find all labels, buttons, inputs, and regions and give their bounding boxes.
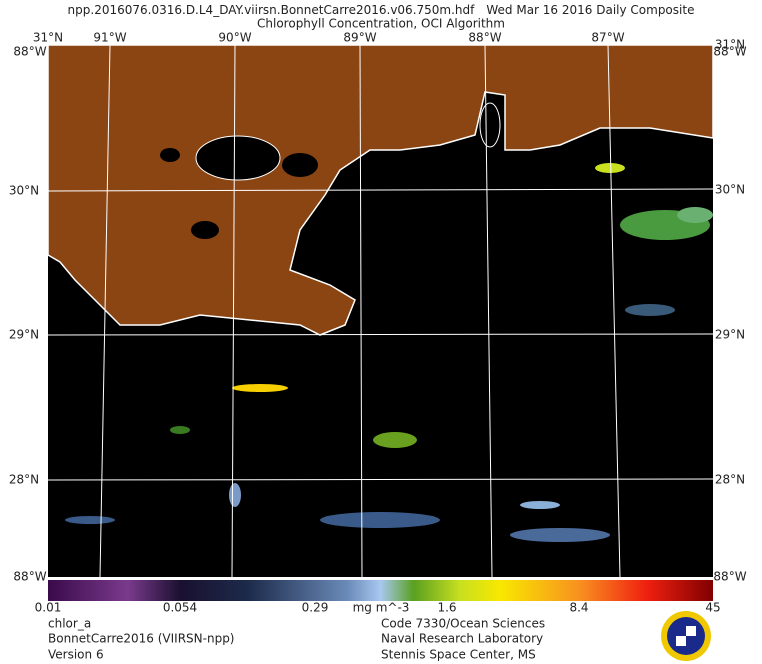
title: npp.2016076.0316.D.L4_DAY.viirsn.BonnetC… xyxy=(68,3,695,17)
colorbar-label: 0.054 xyxy=(163,601,197,615)
lon-label: 89°W xyxy=(343,31,376,45)
lat-label: 28°N xyxy=(9,473,39,487)
lat-label: 29°N xyxy=(9,328,39,342)
map xyxy=(47,44,714,578)
corner-label: 88°W xyxy=(713,570,746,584)
footer-text: chlor_a xyxy=(48,617,91,631)
footer-text: Code 7330/Ocean Sciences xyxy=(381,617,545,631)
footer-text: BonnetCarre2016 (VIIRSN-npp) xyxy=(48,632,235,646)
map-labels: 31°N 91°W 90°W 89°W 88°W 87°W 31°N 88°W … xyxy=(9,31,747,584)
colorbar-label: 8.4 xyxy=(569,601,588,615)
footer-text: Stennis Space Center, MS xyxy=(381,648,536,662)
lon-label: 87°W xyxy=(591,31,624,45)
subtitle: Chlorophyll Concentration, OCI Algorithm xyxy=(257,17,505,31)
lon-label: 90°W xyxy=(218,31,251,45)
footer-text: Version 6 xyxy=(48,648,104,662)
chlorophyll-patches xyxy=(65,163,713,542)
lat-label: 30°N xyxy=(9,184,39,198)
corner-label: 88°W xyxy=(13,45,46,59)
corner-label: 88°W xyxy=(713,45,746,59)
lat-label: 29°N xyxy=(715,328,745,342)
lon-label: 88°W xyxy=(468,31,501,45)
graticule xyxy=(47,44,714,578)
colorbar-label: 0.01 xyxy=(35,601,62,615)
lon-label: 91°W xyxy=(93,31,126,45)
logo xyxy=(661,611,711,661)
lat-label: 31°N xyxy=(715,38,745,52)
colorbar-labels: 0.01 0.054 0.29 mg m^-3 1.6 8.4 45 xyxy=(35,601,721,615)
corner-label: 88°W xyxy=(13,570,46,584)
colorbar-label: 0.29 xyxy=(302,601,329,615)
lat-label: 31°N xyxy=(33,31,63,45)
footer: chlor_a BonnetCarre2016 (VIIRSN-npp) Ver… xyxy=(48,617,545,662)
colorbar-label: 45 xyxy=(705,601,720,615)
colorbar-label: 1.6 xyxy=(437,601,456,615)
lat-label: 28°N xyxy=(715,473,745,487)
footer-text: Naval Research Laboratory xyxy=(381,632,543,646)
colorbar xyxy=(48,580,713,601)
colorbar-units: mg m^-3 xyxy=(353,601,410,615)
lat-label: 30°N xyxy=(715,183,745,197)
